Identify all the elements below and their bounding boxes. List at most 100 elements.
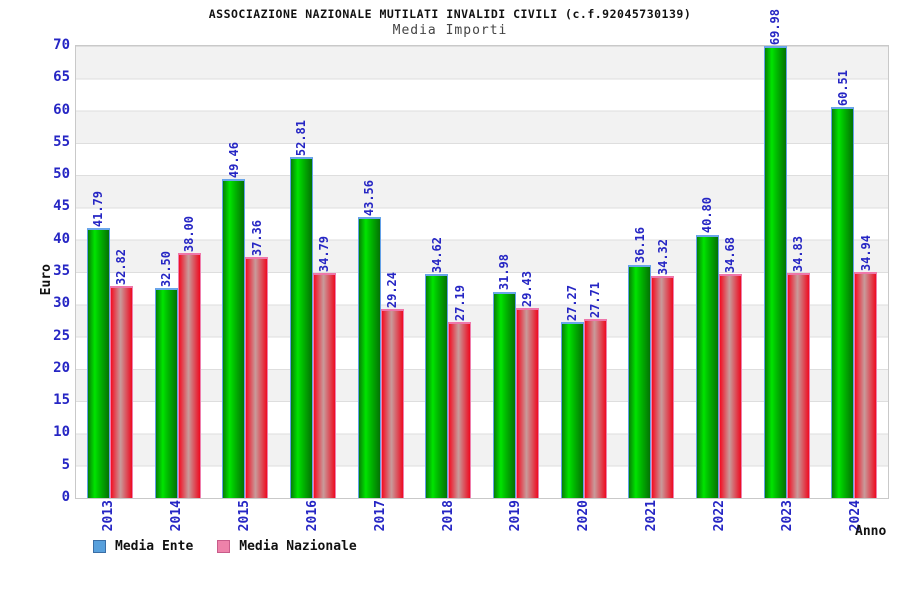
bar-media-ente-2013[interactable]: 41.79 [86, 191, 110, 498]
x-tick-cell: 2017 [346, 500, 414, 531]
x-tick-cell: 2014 [143, 500, 211, 531]
bar-media-ente-2024[interactable]: 60.51 [831, 70, 855, 498]
x-axis-title: Anno [855, 524, 887, 539]
legend: Media Ente Media Nazionale [93, 539, 357, 554]
bar-value-label: 31.98 [497, 254, 512, 291]
bar-group-2013: 41.79 32.82 [76, 46, 144, 498]
bar-value-label: 27.71 [588, 281, 603, 319]
bar-value-label: 37.36 [249, 219, 264, 256]
legend-swatch-media-ente-icon [93, 540, 106, 553]
bar-media-nazionale-2017[interactable]: 29.24 [380, 272, 404, 498]
bar-media-nazionale-2018[interactable]: 27.19 [448, 285, 472, 498]
bar-value-label: 32.50 [159, 251, 173, 288]
plot-area: 41.79 32.82 32.50 38.00 49.46 37.36 52.81 34.79… [75, 9, 889, 499]
bar-value-label: 34.32 [655, 239, 670, 276]
bar-value-label: 27.27 [565, 284, 580, 321]
bar-value-label: 40.80 [700, 197, 715, 234]
bar-value-label: 36.16 [632, 227, 647, 264]
bar-value-label: 34.68 [723, 236, 738, 274]
bar-value-label: 34.94 [858, 235, 873, 272]
y-tick-label: 30 [53, 295, 70, 312]
y-tick-label: 65 [53, 69, 70, 86]
x-axis-tick-labels: 2013 2014 2015 2016 2017 2018 2019 2020 2021 2022… [75, 500, 889, 544]
legend-swatch-media-nazionale-icon [217, 540, 231, 553]
x-tick-cell: 2022 [685, 500, 753, 531]
y-tick-label: 45 [53, 198, 70, 215]
y-tick-label: 20 [53, 359, 70, 376]
bar-media-ente-2016[interactable]: 52.81 [289, 120, 313, 498]
x-tick-label-2013: 2013 [101, 500, 117, 532]
x-tick-label-2020: 2020 [576, 500, 592, 532]
bar-value-label: 69.98 [768, 9, 783, 46]
y-tick-label: 55 [53, 133, 70, 150]
x-tick-label-2015: 2015 [237, 500, 253, 532]
bar-media-nazionale-2013[interactable]: 32.82 [109, 249, 133, 498]
bar-media-nazionale-2019[interactable]: 29.43 [515, 271, 539, 498]
y-tick-label: 40 [53, 230, 70, 247]
chart-title: ASSOCIAZIONE NAZIONALE MUTILATI INVALIDI… [208, 7, 692, 21]
x-tick-cell: 2019 [482, 500, 550, 531]
x-tick-label-2017: 2017 [372, 500, 388, 532]
x-tick-cell: 2018 [414, 500, 482, 531]
bar-value-label: 41.79 [91, 191, 106, 228]
bar-value-label: 29.43 [520, 270, 535, 307]
bar-value-label: 27.19 [452, 285, 467, 322]
bar-media-ente-2014[interactable]: 32.50 [154, 251, 178, 498]
bar-group-2017: 43.56 29.24 [347, 46, 415, 498]
legend-label-media-nazionale: Media Nazionale [239, 539, 357, 554]
bar-value-label: 38.00 [182, 215, 196, 252]
bar-media-nazionale-2015[interactable]: 37.36 [245, 220, 269, 498]
bar-media-ente-2017[interactable]: 43.56 [357, 180, 381, 498]
bar-value-label: 34.62 [429, 237, 444, 274]
bar-media-ente-2021[interactable]: 36.16 [628, 227, 652, 498]
chart-subtitle: Media Importi [392, 23, 508, 38]
bar-value-label: 32.82 [114, 248, 129, 286]
bar-value-label: 34.79 [317, 236, 332, 273]
bar-media-nazionale-2022[interactable]: 34.68 [718, 237, 742, 498]
bar-media-ente-2019[interactable]: 31.98 [492, 254, 516, 498]
x-tick-label-2022: 2022 [711, 500, 727, 532]
bar-value-label: 60.51 [835, 70, 850, 107]
bar-group-2021: 36.16 34.32 [617, 46, 685, 498]
bar-media-nazionale-2016[interactable]: 34.79 [312, 236, 336, 498]
bar-media-nazionale-2020[interactable]: 27.71 [583, 282, 607, 498]
x-tick-label-2021: 2021 [644, 500, 660, 532]
x-tick-cell: 2020 [550, 500, 618, 531]
x-tick-cell: 2015 [211, 500, 279, 531]
bar-group-2019: 31.98 29.43 [482, 46, 550, 498]
bar-group-2024: 60.51 34.94 [820, 46, 888, 498]
y-tick-label: 15 [53, 392, 70, 409]
bar-group-2020: 27.27 27.71 [550, 46, 618, 498]
bar-media-nazionale-2021[interactable]: 34.32 [651, 239, 675, 498]
bar-value-label: 34.83 [791, 235, 806, 273]
y-tick-label: 50 [53, 166, 70, 183]
x-tick-cell: 2021 [618, 500, 686, 531]
x-tick-cell: 2023 [753, 500, 821, 531]
x-tick-label-2023: 2023 [779, 500, 795, 532]
x-tick-label-2016: 2016 [304, 500, 320, 532]
x-tick-label-2014: 2014 [169, 500, 185, 532]
bar-media-nazionale-2024[interactable]: 34.94 [854, 235, 878, 498]
bar-media-ente-2020[interactable]: 27.27 [560, 285, 584, 498]
bar-series-container: 41.79 32.82 32.50 38.00 49.46 37.36 52.81 34.79… [76, 9, 888, 498]
bar-value-label: 52.81 [294, 119, 309, 156]
bar-media-ente-2015[interactable]: 49.46 [222, 142, 246, 498]
x-tick-label-2019: 2019 [508, 500, 524, 532]
y-tick-label: 35 [53, 263, 70, 279]
bar-media-nazionale-2014[interactable]: 38.00 [177, 216, 201, 498]
legend-label-media-ente: Media Ente [115, 539, 194, 554]
legend-item-media-ente: Media Ente [93, 539, 193, 554]
y-tick-label: 5 [61, 456, 70, 473]
y-tick-label: 60 [53, 101, 70, 118]
x-tick-label-2018: 2018 [440, 500, 456, 532]
bar-value-label: 43.56 [362, 179, 377, 216]
x-tick-cell: 2013 [75, 500, 143, 531]
bar-group-2016: 52.81 34.79 [279, 46, 347, 498]
bar-media-ente-2023[interactable]: 69.98 [763, 9, 787, 498]
bar-media-ente-2022[interactable]: 40.80 [695, 197, 719, 498]
bar-value-label: 49.46 [226, 141, 241, 178]
bar-media-ente-2018[interactable]: 34.62 [425, 237, 449, 498]
bar-media-nazionale-2023[interactable]: 34.83 [786, 236, 810, 498]
bar-group-2022: 40.80 34.68 [685, 46, 753, 498]
